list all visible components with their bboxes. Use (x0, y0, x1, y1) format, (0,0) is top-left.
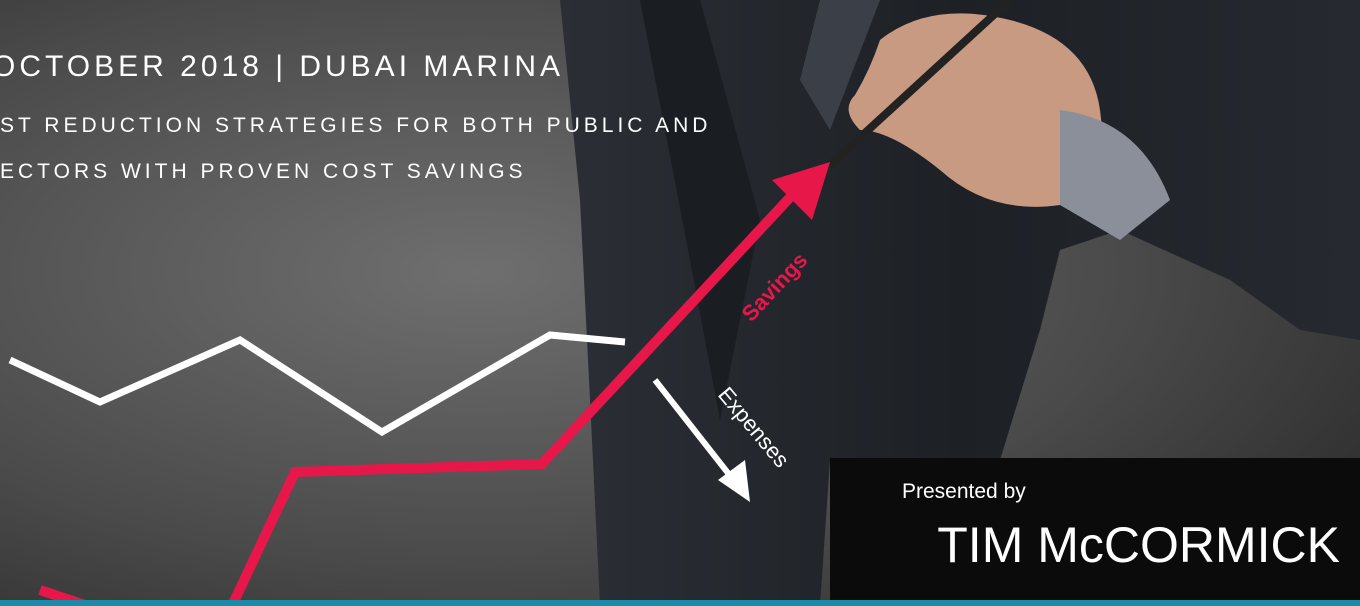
presenter-intro: Presented by (902, 480, 1026, 503)
page: Savings Expenses OCTOBER 2018 | DUBAI MA… (0, 0, 1360, 606)
bottom-bar (0, 600, 1360, 606)
subtitle-line: ECTORS WITH PROVEN COST SAVINGS (0, 160, 527, 183)
banner: Savings Expenses OCTOBER 2018 | DUBAI MA… (0, 0, 1360, 606)
subtitle-line: ST REDUCTION STRATEGIES FOR BOTH PUBLIC … (0, 114, 711, 137)
date-location: OCTOBER 2018 | DUBAI MARINA (0, 50, 564, 83)
presenter-name: TIM McCORMICK (937, 517, 1340, 573)
